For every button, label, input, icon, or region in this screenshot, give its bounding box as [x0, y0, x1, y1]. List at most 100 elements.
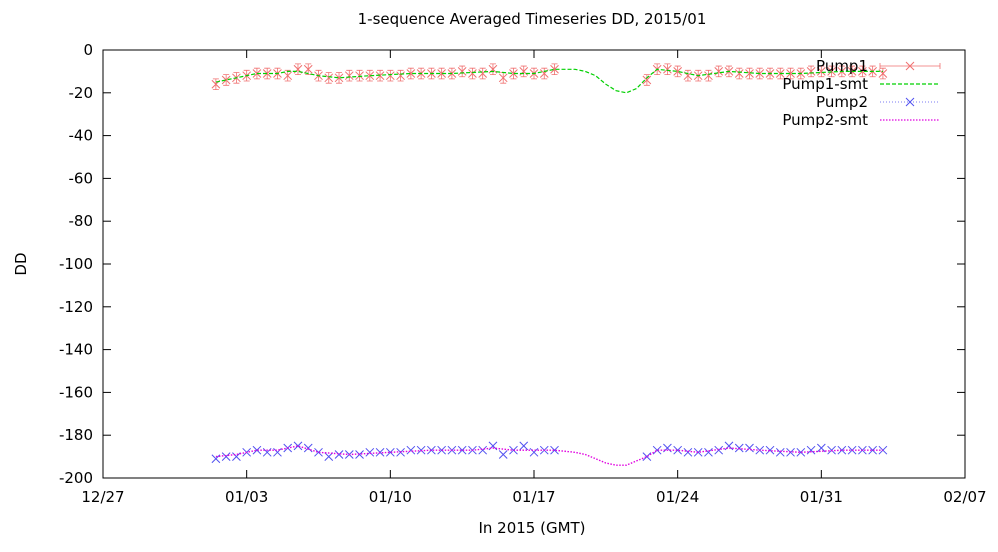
data-point [745, 69, 754, 78]
data-point [509, 445, 518, 455]
data-point [816, 67, 826, 76]
y-tick-label: -120 [59, 298, 93, 316]
data-point [704, 71, 713, 81]
data-point [724, 441, 734, 451]
series-pump2 [211, 441, 888, 464]
y-tick-label: -200 [59, 469, 93, 487]
tick-layer: 0 -20 -40 -60 -80 -100 -120 -140 -160 -180 -20012/… [59, 41, 987, 506]
legend-marker [905, 97, 915, 107]
data-point [365, 447, 375, 457]
data-point [478, 69, 488, 78]
data-point [355, 450, 364, 459]
data-point [714, 445, 724, 455]
data-point [324, 73, 334, 83]
data-point [786, 69, 795, 78]
data-point [519, 441, 529, 451]
data-point [796, 447, 806, 457]
data-point [293, 441, 303, 451]
data-point [663, 64, 672, 74]
data-point [385, 71, 395, 81]
data-point [806, 67, 816, 76]
data-point [734, 69, 744, 78]
data-point [385, 447, 395, 457]
data-point [437, 69, 446, 78]
y-axis-label: DD [12, 252, 30, 275]
data-point [334, 73, 344, 83]
data-point [221, 75, 231, 85]
data-point [211, 454, 221, 464]
data-point [406, 69, 416, 78]
data-point [673, 67, 683, 76]
data-point [714, 67, 724, 76]
x-tick-label: 12/27 [81, 488, 124, 506]
x-tick-label: 01/03 [225, 488, 268, 506]
y-tick-label: 0 [83, 41, 93, 59]
data-point [303, 64, 313, 74]
data-point [878, 445, 888, 455]
data-point [693, 447, 703, 457]
data-point [642, 75, 652, 85]
data-point [303, 443, 313, 453]
y-tick-label: -80 [69, 212, 94, 230]
data-point [550, 64, 559, 74]
x-tick-label: 01/31 [800, 488, 843, 506]
x-tick-label: 01/10 [369, 488, 412, 506]
data-point [683, 447, 693, 457]
data-point [816, 443, 826, 453]
data-point [775, 447, 785, 457]
data-point [498, 450, 508, 459]
data-point [273, 447, 282, 457]
legend-label: Pump1 [816, 57, 868, 75]
data-point [498, 73, 508, 83]
y-tick-label: -40 [69, 127, 94, 145]
x-axis-label: In 2015 (GMT) [478, 519, 585, 537]
y-tick-label: -60 [69, 169, 94, 187]
data-point [396, 71, 405, 81]
data-point [652, 445, 662, 455]
data-point [262, 69, 272, 78]
data-point [314, 447, 323, 457]
series-line [215, 445, 883, 466]
data-point [673, 445, 683, 455]
x-tick-label: 01/17 [512, 488, 555, 506]
y-tick-label: -160 [59, 383, 93, 401]
series-line [215, 68, 883, 94]
data-point [437, 445, 446, 455]
data-point [344, 71, 354, 81]
series-layer [211, 63, 888, 466]
data-point [324, 452, 334, 461]
y-tick-label: -140 [59, 341, 93, 359]
data-point [252, 69, 262, 78]
data-point [334, 450, 344, 459]
legend-label: Pump1-smt [782, 75, 868, 93]
data-point [252, 445, 262, 455]
data-point [427, 445, 436, 455]
series-pump2-smt [215, 445, 883, 466]
plot-frame [102, 49, 966, 479]
legend-label: Pump2-smt [782, 111, 868, 129]
data-point [221, 452, 231, 461]
legend-marker [905, 61, 915, 71]
data-point [837, 445, 847, 455]
data-point [478, 445, 488, 455]
y-tick-label: -180 [59, 426, 93, 444]
y-tick-label: -20 [69, 84, 94, 102]
data-point [878, 69, 888, 78]
legend-label: Pump2 [816, 93, 868, 111]
data-point [283, 71, 293, 81]
data-point [704, 447, 713, 457]
data-point [806, 445, 816, 455]
data-point [868, 445, 877, 455]
data-point [355, 71, 364, 81]
data-point [509, 69, 518, 78]
data-point [745, 443, 754, 453]
data-point [765, 445, 775, 455]
data-point [858, 67, 867, 76]
y-tick-label: -100 [59, 255, 93, 273]
data-point [365, 71, 375, 81]
x-tick-label: 01/24 [656, 488, 699, 506]
data-point [642, 452, 652, 461]
data-point [232, 452, 241, 461]
